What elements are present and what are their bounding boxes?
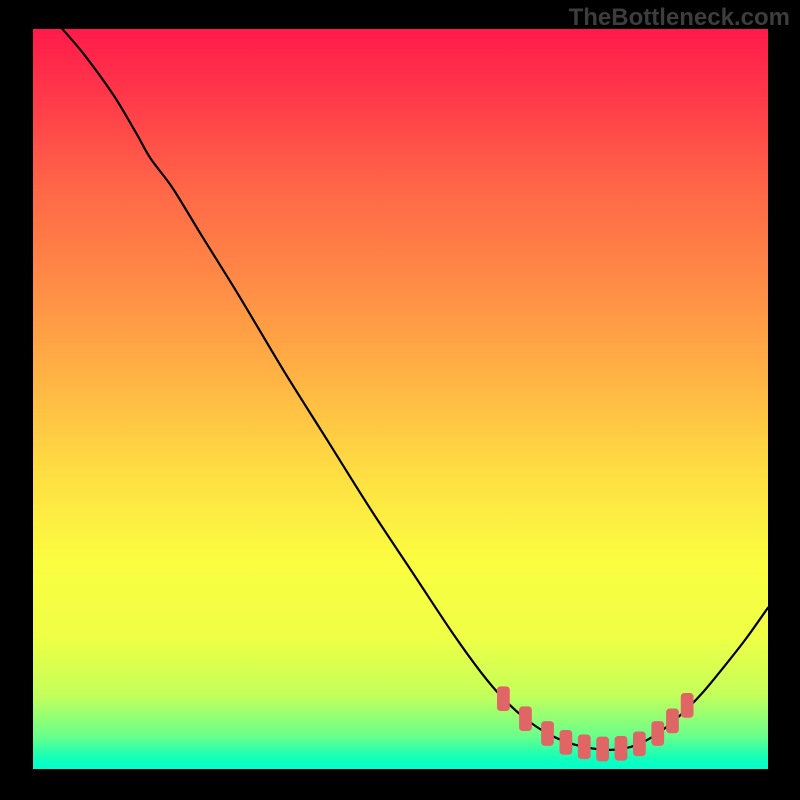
data-marker bbox=[578, 735, 590, 759]
data-marker bbox=[498, 687, 510, 711]
data-marker bbox=[667, 709, 679, 733]
data-marker bbox=[520, 707, 532, 731]
data-marker bbox=[597, 737, 609, 761]
data-marker bbox=[634, 732, 646, 756]
data-marker bbox=[560, 731, 572, 755]
data-marker bbox=[681, 694, 693, 718]
plot-area bbox=[33, 29, 768, 769]
chart-background bbox=[33, 29, 768, 769]
data-marker bbox=[652, 722, 664, 746]
watermark-text: TheBottleneck.com bbox=[569, 4, 790, 32]
data-marker bbox=[615, 736, 627, 760]
chart-frame: TheBottleneck.com bbox=[0, 0, 800, 800]
plot-svg bbox=[33, 29, 768, 769]
data-marker bbox=[542, 722, 554, 746]
